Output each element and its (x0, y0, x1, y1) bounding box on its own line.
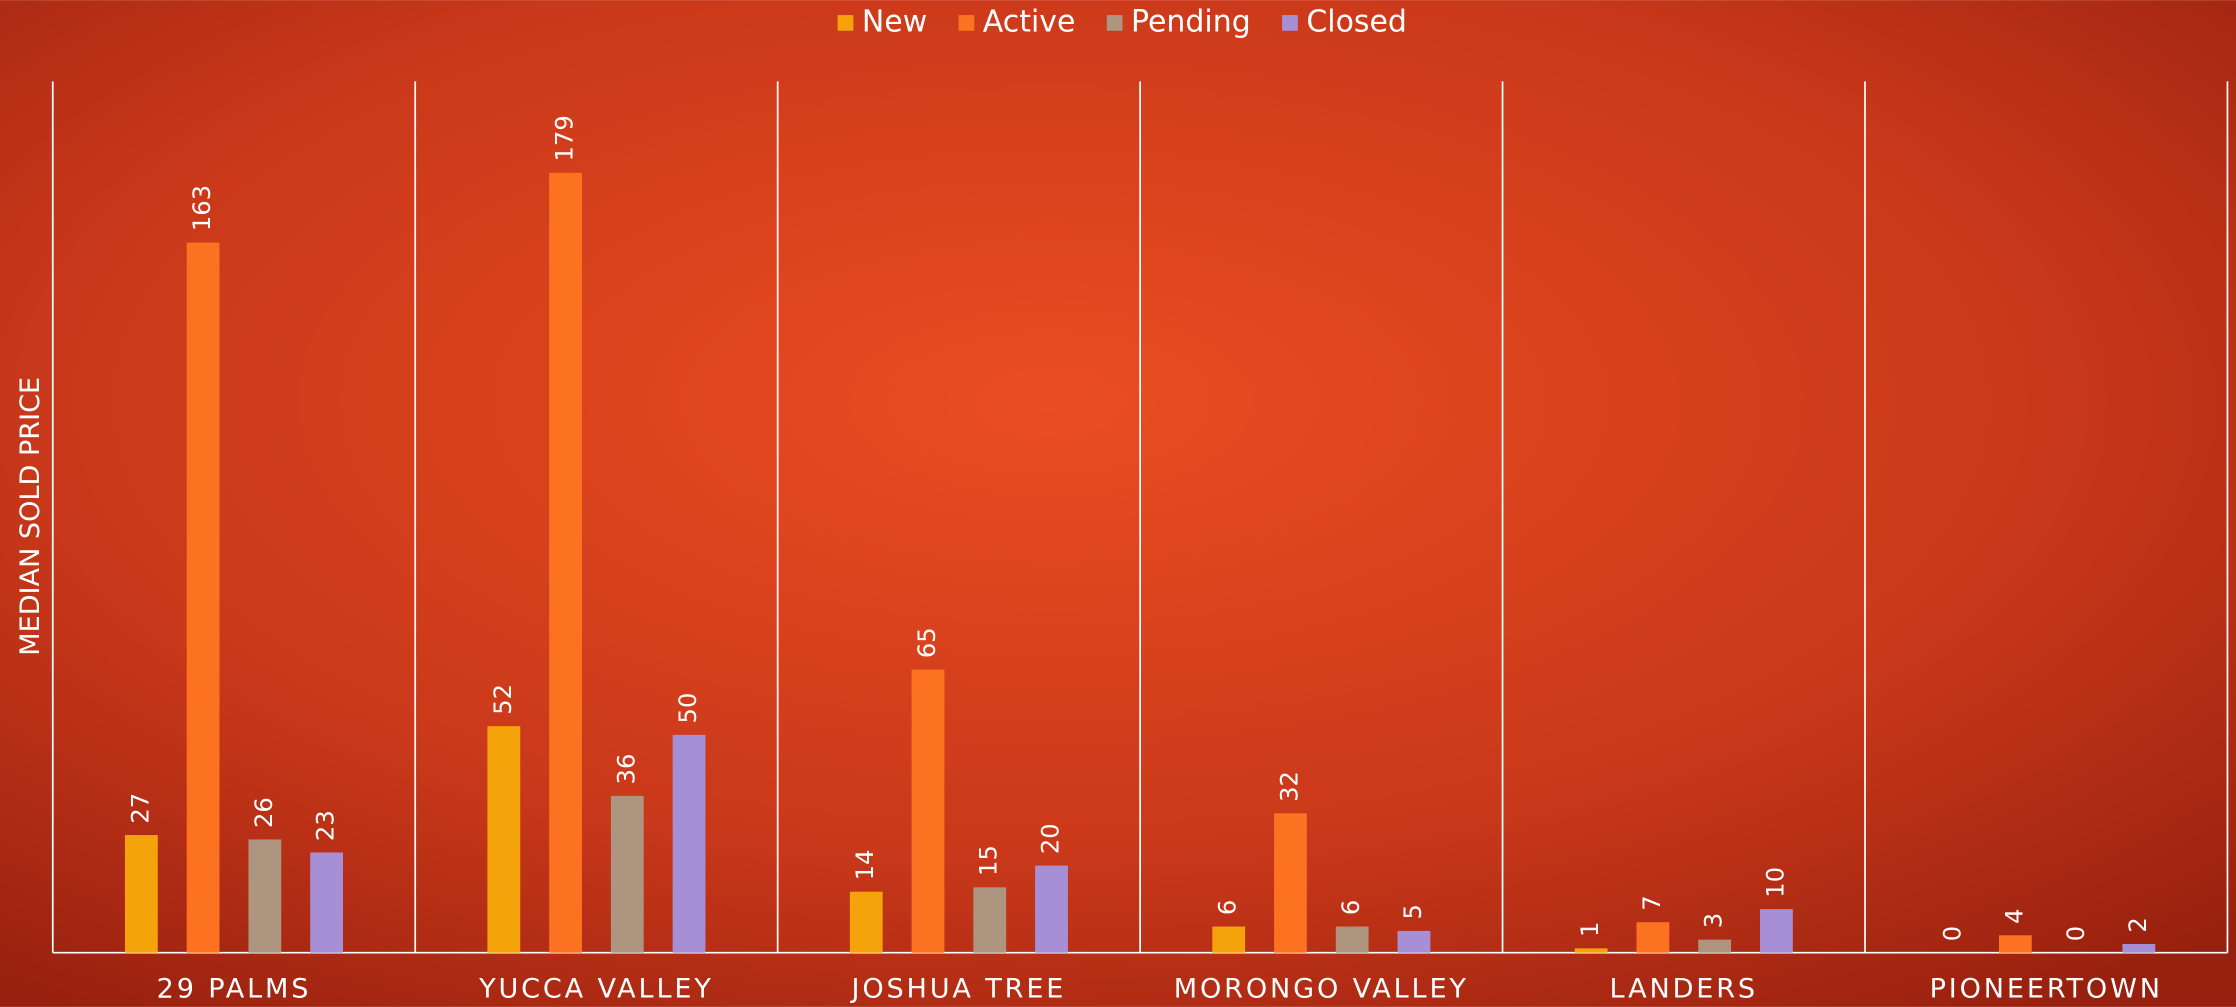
data-label: 15 (974, 845, 1003, 876)
data-label: 4 (1999, 908, 2028, 923)
x-tick-label: JOSHUA TREE (850, 973, 1067, 1004)
data-label: 14 (850, 849, 879, 880)
bar (1212, 926, 1246, 953)
x-tick-label: MORONGO VALLEY (1174, 973, 1469, 1004)
data-label: 27 (125, 793, 154, 824)
data-label: 32 (1274, 771, 1303, 802)
data-label: 5 (1398, 904, 1427, 919)
data-label: 179 (550, 115, 579, 161)
data-label: 52 (488, 684, 517, 715)
data-label: 65 (912, 627, 941, 658)
bar (1397, 930, 1431, 953)
data-label: 10 (1760, 867, 1789, 898)
data-label: 0 (2061, 926, 2090, 941)
bar (1574, 948, 1608, 953)
bar (549, 172, 582, 953)
x-tick-label: LANDERS (1610, 973, 1758, 1004)
bar (186, 242, 220, 953)
y-axis-label: MEDIAN SOLD PRICE (15, 377, 46, 656)
data-label: 1 (1575, 922, 1604, 937)
data-label: 163 (187, 185, 216, 231)
x-tick-label: 29 PALMS (157, 973, 312, 1004)
bar (610, 795, 644, 953)
data-label: 50 (673, 693, 702, 724)
legend-swatch (958, 15, 975, 31)
legend-label: Closed (1306, 4, 1407, 39)
bar (849, 891, 883, 953)
x-tick-label: YUCCA VALLEY (478, 973, 714, 1004)
legend-label: Active (983, 4, 1076, 39)
bar (1636, 922, 1670, 953)
data-label: 20 (1035, 823, 1064, 854)
bar (1335, 926, 1369, 953)
data-label: 2 (2123, 917, 2152, 932)
bar (911, 669, 945, 953)
data-label: 23 (311, 810, 340, 841)
legend-label: Pending (1131, 4, 1251, 39)
x-tick-label: PIONEERTOWN (1930, 973, 2163, 1004)
bar (1274, 813, 1307, 953)
bar (487, 726, 521, 953)
data-label: 6 (1213, 900, 1242, 915)
data-label: 6 (1336, 900, 1365, 915)
data-label: 3 (1699, 913, 1728, 928)
data-label: 0 (1938, 926, 1967, 941)
data-label: 7 (1637, 895, 1666, 910)
bar (1998, 935, 2032, 953)
bar (973, 887, 1007, 953)
legend-swatch (837, 15, 854, 31)
legend-label: New (862, 4, 927, 39)
bar (310, 852, 344, 953)
bar (2122, 943, 2156, 953)
bar (672, 734, 706, 953)
bar (248, 839, 282, 953)
data-label: 26 (249, 797, 278, 828)
legend-swatch (1106, 15, 1123, 31)
bar (124, 835, 158, 953)
data-label: 36 (611, 754, 640, 785)
bar (1759, 909, 1793, 953)
bar (1035, 865, 1068, 953)
bar (1698, 939, 1732, 953)
legend-swatch (1282, 15, 1298, 31)
